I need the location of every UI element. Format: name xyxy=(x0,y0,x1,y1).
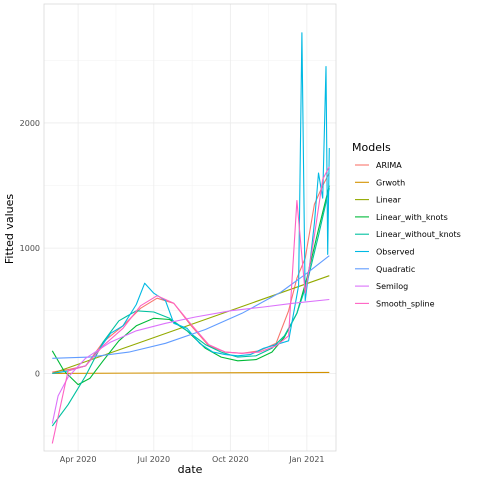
x-tick-label: Jul 2020 xyxy=(137,455,171,464)
x-tick-label: Apr 2020 xyxy=(60,455,97,464)
legend-label-smooth-spline: Smooth_spline xyxy=(376,299,435,308)
series-line-linear-without-knots xyxy=(51,187,330,427)
x-tick-label: Jan 2021 xyxy=(288,455,324,464)
tick-layer: 0 1000 2000 Apr 2020 Jul 2020 Oct 2020 Jan 202… xyxy=(20,119,325,464)
y-tick-label: 0 xyxy=(35,369,40,378)
series-line-quadratic xyxy=(52,255,330,359)
grid-layer xyxy=(44,4,336,451)
x-tick-label: Oct 2020 xyxy=(212,455,249,464)
y-tick-label: 2000 xyxy=(20,119,40,128)
legend: Models ARIMA Grwoth Linear Linear_with_knot… xyxy=(352,141,461,308)
legend-label-grwoth: Grwoth xyxy=(376,178,405,187)
legend-label-linear: Linear xyxy=(376,196,402,205)
legend-label-linear-with-knots: Linear_with_knots xyxy=(376,213,448,222)
series-line-observed xyxy=(52,32,330,374)
legend-label-quadratic: Quadratic xyxy=(376,265,415,274)
plot-panel-border xyxy=(43,3,337,452)
series-line-grwoth xyxy=(52,371,330,374)
legend-label-arima: ARIMA xyxy=(376,161,402,170)
legend-label-linear-without-knots: Linear_without_knots xyxy=(376,230,461,239)
x-axis-title: date xyxy=(178,463,203,476)
legend-label-observed: Observed xyxy=(376,248,415,257)
legend-label-semilog: Semilog xyxy=(376,282,408,291)
y-tick-label: 1000 xyxy=(20,244,40,253)
series-layer xyxy=(51,32,330,444)
legend-title: Models xyxy=(352,141,391,154)
legend-items: ARIMA Grwoth Linear Linear_with_knots Linear… xyxy=(355,161,461,308)
y-axis-title: Fitted values xyxy=(3,194,16,265)
series-line-smooth-spline xyxy=(51,166,330,444)
